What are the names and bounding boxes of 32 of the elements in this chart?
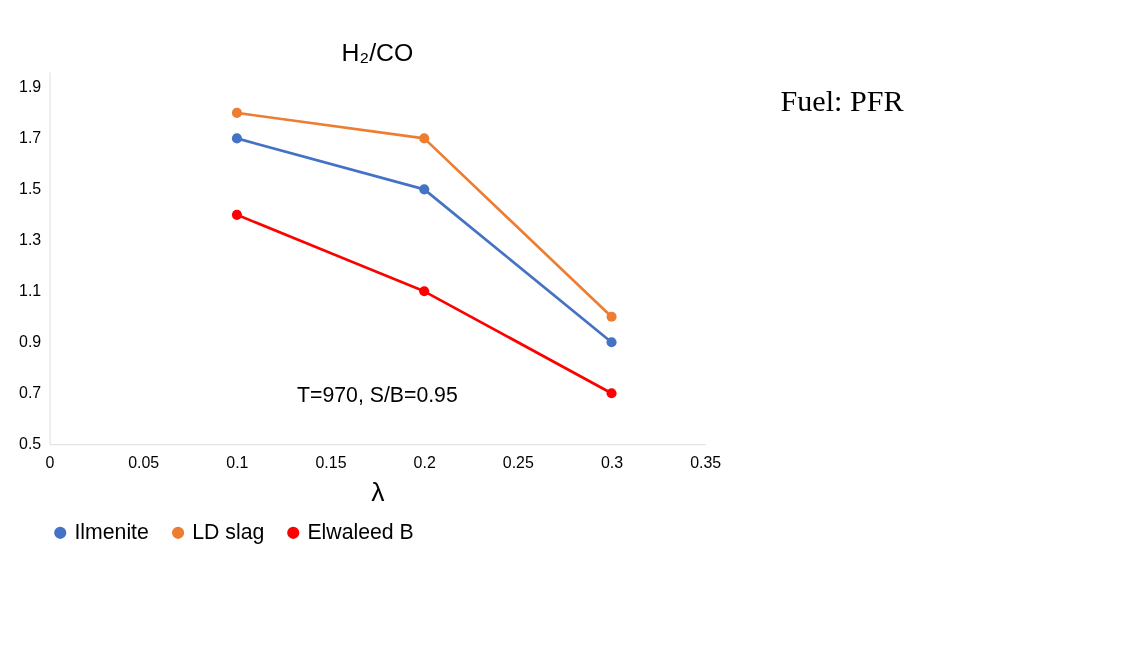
y-tick-label: 0.5 <box>19 435 42 453</box>
point <box>231 209 242 220</box>
y-tick-label: 1.7 <box>19 129 42 147</box>
y-tick-label: 1.1 <box>19 282 42 300</box>
x-tick-label: 0.3 <box>600 453 624 471</box>
x-tick-label: 0.1 <box>226 453 249 471</box>
point <box>231 133 242 144</box>
x-tick-label: 0.05 <box>128 453 160 471</box>
x-tick-label: 0.35 <box>690 453 722 471</box>
point <box>419 184 430 195</box>
x-tick-label: 0.25 <box>502 453 534 471</box>
text: Fuel: PFR <box>780 83 905 118</box>
x-tick-label: 0 <box>45 453 55 471</box>
annotation: T=970, S/B=0.95 <box>297 383 458 408</box>
legend-label: LD slag <box>192 520 265 545</box>
x-tick-label: 0.15 <box>315 453 347 471</box>
y-tick-label: 1.5 <box>19 180 42 198</box>
legend-label: Elwaleed B <box>307 520 414 545</box>
legend-label: Ilmenite <box>74 520 149 545</box>
y-tick-label: 0.7 <box>19 384 42 402</box>
x-axis-title: λ <box>371 477 386 508</box>
y-tick-label: 1.9 <box>19 78 42 96</box>
point <box>419 133 430 144</box>
point <box>606 388 617 399</box>
point <box>606 311 617 322</box>
point <box>231 107 242 118</box>
y-tick-label: 1.3 <box>19 231 42 249</box>
chart-title: H₂/CO <box>341 39 414 67</box>
point <box>419 286 430 297</box>
point <box>606 337 617 348</box>
y-tick-label: 0.9 <box>19 333 42 351</box>
x-tick-label: 0.2 <box>413 453 436 471</box>
